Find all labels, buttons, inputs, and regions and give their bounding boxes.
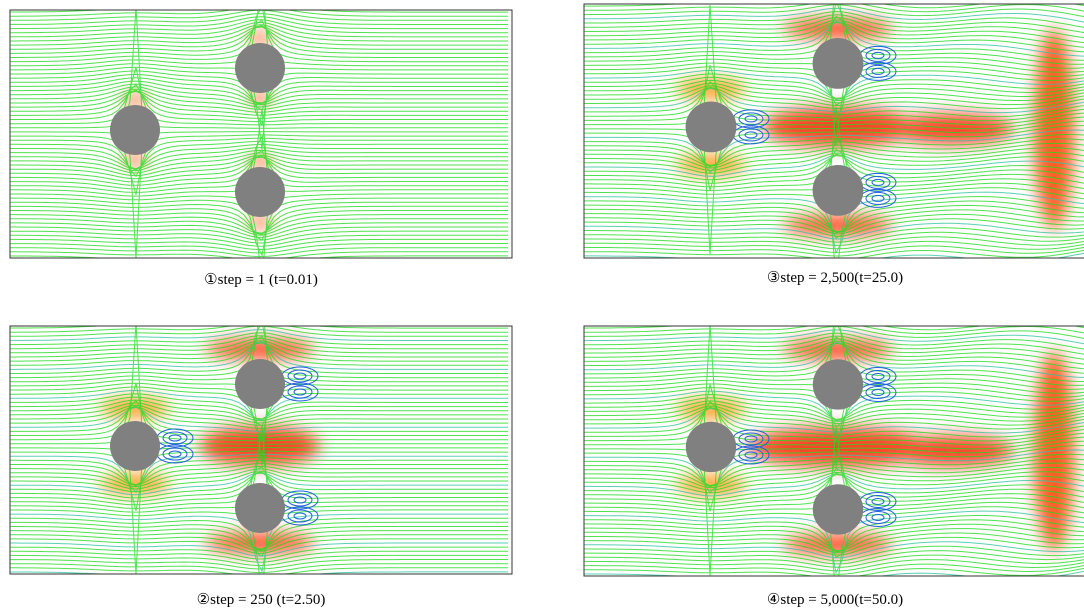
cylinder — [813, 359, 863, 409]
vortex — [866, 192, 890, 204]
caption: ④step = 5,000(t=50.0) — [584, 590, 1084, 609]
caption: ③step = 2,500(t=25.0) — [584, 268, 1084, 287]
vortex — [294, 373, 306, 379]
cylinder — [235, 167, 285, 217]
flow-panel — [10, 295, 508, 596]
vortex — [866, 511, 890, 523]
figure: ①step = 1 (t=0.01) ②step = 250 (t=2.50) … — [0, 0, 1084, 614]
streamline — [584, 319, 1084, 329]
vortex — [745, 452, 757, 458]
vortex — [872, 389, 884, 395]
vortex — [288, 494, 312, 506]
cylinder — [686, 102, 737, 153]
cylinder — [813, 484, 863, 534]
cylinder — [686, 422, 736, 472]
panels — [0, 0, 1084, 614]
cylinder — [235, 43, 285, 93]
vortex — [169, 451, 181, 457]
vortex — [872, 179, 884, 185]
vortex — [866, 176, 890, 188]
vortex — [866, 49, 890, 61]
vortex — [288, 386, 312, 398]
vortex — [872, 68, 884, 74]
flow-panel — [10, 0, 508, 280]
cylinder — [110, 105, 160, 155]
streamlines — [584, 295, 1084, 598]
caption: ②step = 250 (t=2.50) — [10, 590, 512, 609]
vortex — [872, 373, 884, 379]
cylinder — [813, 38, 864, 89]
cylinder — [813, 165, 864, 216]
vortex — [872, 52, 884, 58]
flow-panel — [584, 295, 1084, 598]
cylinder — [235, 483, 285, 533]
flow-panel — [584, 0, 1084, 279]
vortex — [866, 370, 890, 382]
cylinder — [110, 421, 160, 471]
caption: ①step = 1 (t=0.01) — [10, 270, 512, 289]
vortex — [866, 65, 890, 77]
cylinder — [235, 359, 285, 409]
vortex — [872, 498, 884, 504]
